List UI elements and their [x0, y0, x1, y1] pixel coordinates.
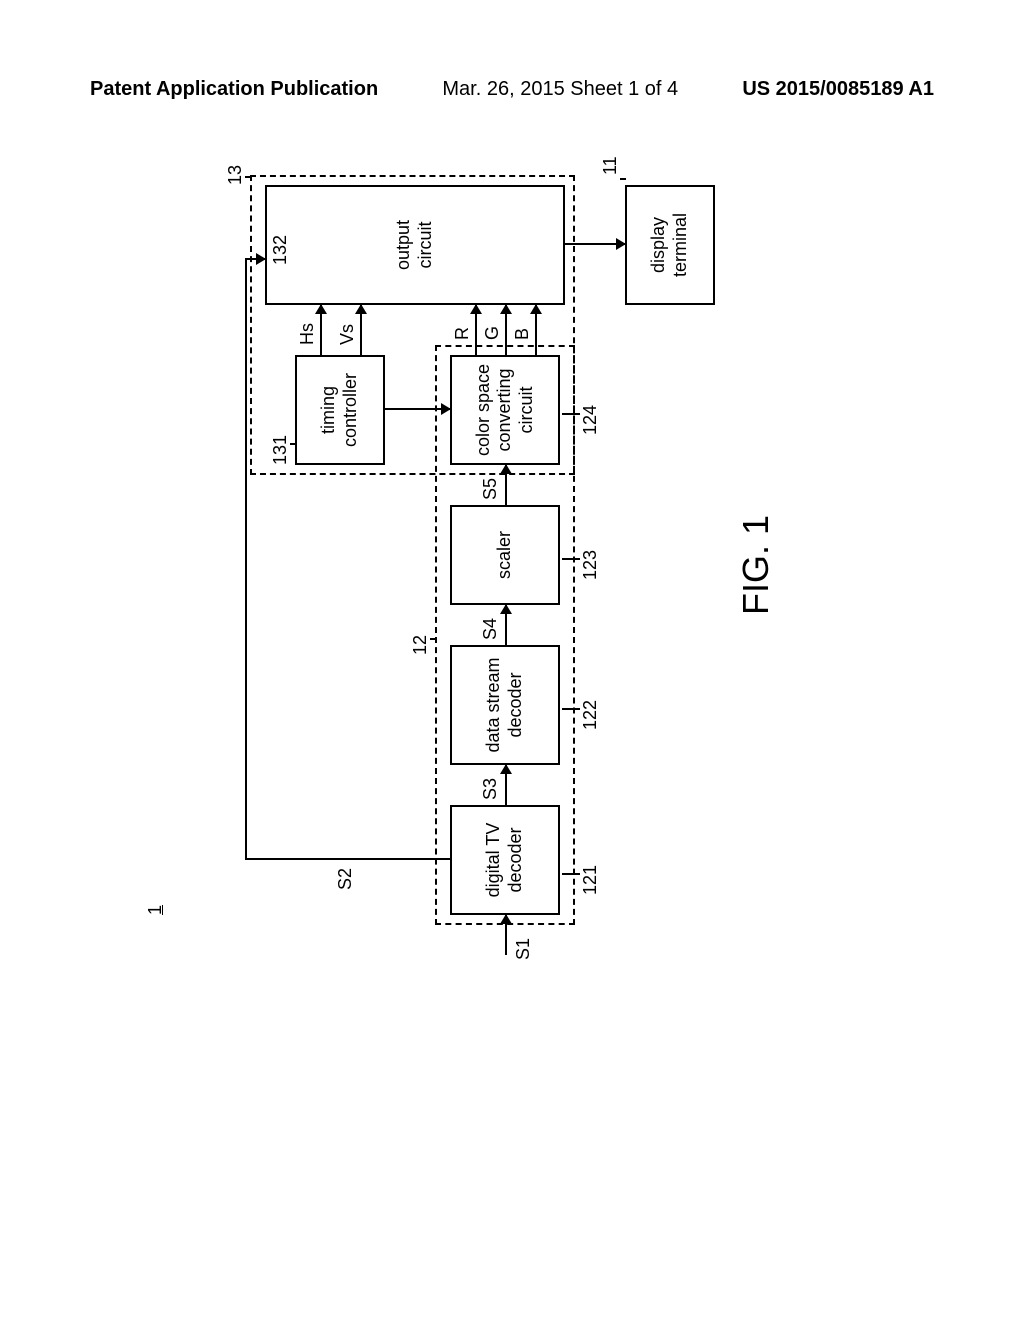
s1-arrow [505, 915, 507, 955]
display-terminal-ref: 11 [600, 156, 621, 175]
figure-1: 1 12 13 digital TV decoder 121 S1 S2 dat… [135, 215, 875, 885]
s5-label: S5 [480, 478, 501, 500]
display-terminal-box: display terminal [625, 185, 715, 305]
timing-controller-text: timing controller [318, 373, 361, 447]
s2-vert-line [245, 858, 450, 860]
pipeline-ref: 12 [410, 635, 431, 655]
output-circuit-ref: 132 [270, 235, 291, 265]
pipeline-leader [430, 638, 436, 640]
s5-arrow [505, 465, 507, 505]
timing-controller-ref: 131 [270, 435, 291, 465]
vs-arrow [360, 305, 362, 355]
s3-arrow [505, 765, 507, 805]
s4-arrow [505, 605, 507, 645]
output-to-display-arrow [565, 243, 625, 245]
digital-tv-decoder-ref: 121 [580, 865, 601, 895]
color-space-box: color space converting circuit [450, 355, 560, 465]
data-stream-decoder-ref: 122 [580, 700, 601, 730]
figure-label: FIG. 1 [735, 515, 777, 615]
output-group-ref: 13 [225, 165, 246, 185]
display-terminal-text: display terminal [648, 213, 691, 277]
g-arrow [505, 305, 507, 355]
output-circuit-box: output circuit [265, 185, 565, 305]
system-ref-label: 1 [145, 905, 166, 915]
s2-horiz-line [245, 260, 247, 860]
output-group-leader [245, 176, 251, 178]
ref-leader-124 [562, 413, 580, 415]
ref-leader-11 [620, 178, 626, 180]
r-label: R [452, 327, 473, 340]
hs-arrow [320, 305, 322, 355]
b-label: B [512, 328, 533, 340]
s2-label: S2 [335, 868, 356, 890]
s3-label: S3 [480, 778, 501, 800]
ref-leader-122 [562, 708, 580, 710]
page-header: Patent Application Publication Mar. 26, … [0, 78, 1024, 101]
data-stream-decoder-box: data stream decoder [450, 645, 560, 765]
b-arrow [535, 305, 537, 355]
s4-label: S4 [480, 618, 501, 640]
ref-leader-131 [290, 443, 296, 445]
ref-leader-123 [562, 558, 580, 560]
digital-tv-decoder-box: digital TV decoder [450, 805, 560, 915]
scaler-ref: 123 [580, 550, 601, 580]
header-center: Mar. 26, 2015 Sheet 1 of 4 [442, 78, 678, 101]
timing-controller-box: timing controller [295, 355, 385, 465]
hs-label: Hs [297, 323, 318, 345]
color-space-text: color space converting circuit [473, 364, 538, 456]
tc-to-csc-arrow [385, 408, 450, 410]
header-right: US 2015/0085189 A1 [742, 78, 934, 101]
digital-tv-decoder-text: digital TV decoder [483, 823, 526, 898]
vs-label: Vs [337, 324, 358, 345]
g-label: G [482, 326, 503, 340]
data-stream-decoder-text: data stream decoder [483, 657, 526, 752]
s1-label: S1 [513, 938, 534, 960]
scaler-box: scaler [450, 505, 560, 605]
s2-arrow-down [245, 258, 265, 260]
scaler-text: scaler [494, 531, 516, 579]
r-arrow [475, 305, 477, 355]
output-circuit-text: output circuit [393, 220, 436, 270]
ref-leader-121 [562, 873, 580, 875]
color-space-ref: 124 [580, 405, 601, 435]
header-left: Patent Application Publication [90, 78, 378, 101]
